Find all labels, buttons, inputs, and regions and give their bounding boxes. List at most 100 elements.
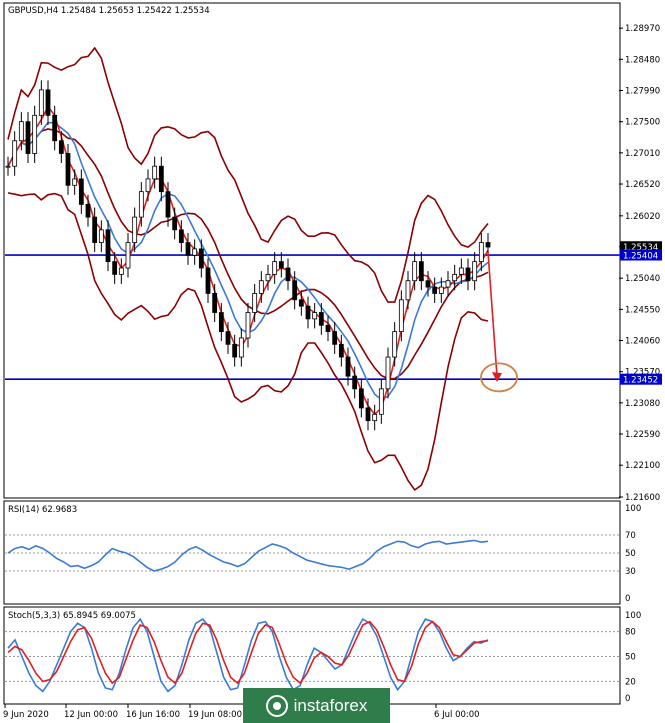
candle-body (18, 121, 24, 142)
stoch-plot: 100 80 50 20 0 (5, 611, 641, 704)
y-tick-label: 0 (625, 594, 630, 604)
y-tick-label: 1.25040 (625, 274, 660, 284)
rsi-line (7, 539, 489, 572)
candle-body (445, 280, 451, 288)
candle-body (472, 261, 478, 282)
candle-body (458, 267, 464, 275)
rsi-label: RSI(14) 62.9683 (8, 505, 77, 515)
candle-body (65, 153, 71, 186)
y-tick-label: 1.23080 (625, 399, 660, 409)
y-tick-label: 1.24060 (625, 337, 660, 347)
candle-body (205, 267, 211, 294)
y-tick-label: 0 (625, 694, 630, 704)
y-tick-label: 30 (625, 567, 636, 577)
y-tick-label: 1.28480 (625, 55, 660, 65)
candle-body (132, 216, 138, 243)
x-tick-label: 12 Jun 00:00 (64, 710, 118, 720)
candle-body (305, 305, 311, 320)
candle-body (138, 191, 144, 218)
candle-body (372, 413, 378, 422)
price-tag (620, 241, 662, 253)
candle-body (478, 242, 484, 263)
y-tick-label: 50 (625, 653, 636, 663)
candle-body (78, 178, 84, 205)
candle-body (432, 286, 438, 294)
candle-body (298, 299, 304, 307)
candle-body (5, 165, 11, 168)
rsi-panel-frame (3, 500, 621, 605)
candle-body (438, 286, 444, 294)
candle-body (412, 261, 418, 282)
candle-body (212, 293, 218, 313)
y-tick-label: 1.25534 (623, 243, 658, 253)
x-tick-label: 9 Jun 2020 (3, 710, 49, 720)
candle-body (118, 267, 124, 275)
candle-body (58, 140, 64, 154)
candle-body (425, 280, 431, 288)
candle-body (178, 229, 184, 243)
rsi-plot: 100 70 50 30 0 (5, 504, 641, 604)
price-tag (620, 373, 662, 385)
candle-body (92, 216, 98, 243)
stoch-k-line (7, 617, 489, 693)
y-tick-label: 20 (625, 677, 636, 687)
candle-body (25, 121, 31, 154)
y-tick-label: 1.22590 (625, 430, 660, 440)
candle-body (405, 280, 411, 301)
candle-body (272, 261, 278, 275)
candle-body (345, 356, 351, 377)
candle-body (352, 375, 358, 390)
x-tick-label: 6 Jul 00:00 (434, 710, 480, 720)
y-tick-label: 1.26020 (625, 212, 660, 222)
candle-body (112, 261, 118, 275)
candle-body (452, 273, 458, 282)
candle-body (45, 89, 51, 116)
candle-body (278, 261, 284, 269)
y-tick-label: 1.25404 (623, 252, 658, 262)
y-axis: 1.28970 1.28480 1.27990 1.27500 1.27010 1.265… (619, 24, 662, 503)
candle-body (72, 178, 78, 186)
candle-body (358, 388, 364, 409)
candle-body (32, 114, 38, 154)
stoch-label: Stoch(5,3,3) 65.8945 69.0075 (8, 611, 136, 621)
price-panel-frame (3, 2, 621, 499)
candle-body (12, 140, 18, 167)
y-tick-label: 70 (625, 531, 636, 541)
x-tick-label: 16 Jun 16:00 (126, 710, 180, 720)
y-tick-label: 1.28970 (625, 24, 660, 34)
candle-body (265, 273, 271, 282)
instaforex-logo-icon (265, 694, 288, 717)
y-tick-label: 1.23570 (625, 368, 660, 378)
candle-body (238, 337, 244, 358)
x-axis: 9 Jun 2020 12 Jun 00:00 16 Jun 16:00 19 Jun… (3, 704, 480, 720)
candle-body (332, 331, 338, 345)
watermark-banner: instaforex (243, 688, 390, 723)
candle-body (252, 293, 258, 313)
candle-body (192, 248, 198, 256)
bollinger-lower (7, 192, 489, 492)
candle-body (378, 388, 384, 415)
candle-body (98, 229, 104, 243)
candle-body (258, 280, 264, 294)
watermark-text: instaforex (293, 695, 368, 715)
y-tick-label: 1.22100 (625, 461, 660, 471)
stoch-d-line (7, 620, 489, 685)
candle-body (152, 165, 158, 180)
y-tick-label: 100 (625, 611, 641, 621)
candle-body (125, 242, 131, 269)
candle-body (285, 267, 291, 282)
candle-body (485, 242, 491, 248)
chart-title: GBPUSD,H4 1.25484 1.25653 1.25422 1.2553… (8, 6, 210, 16)
candle-body (292, 280, 298, 301)
y-tick-label: 1.27990 (625, 87, 660, 97)
candle-body (185, 242, 191, 256)
candle-body (325, 324, 331, 333)
target-circle (480, 362, 518, 393)
y-tick-label: 1.21600 (625, 493, 660, 503)
forecast-arrow (487, 252, 498, 377)
y-tick-label: 100 (625, 504, 641, 514)
candle-body (465, 267, 471, 282)
price-tag (620, 249, 662, 261)
candle-body (145, 178, 151, 193)
